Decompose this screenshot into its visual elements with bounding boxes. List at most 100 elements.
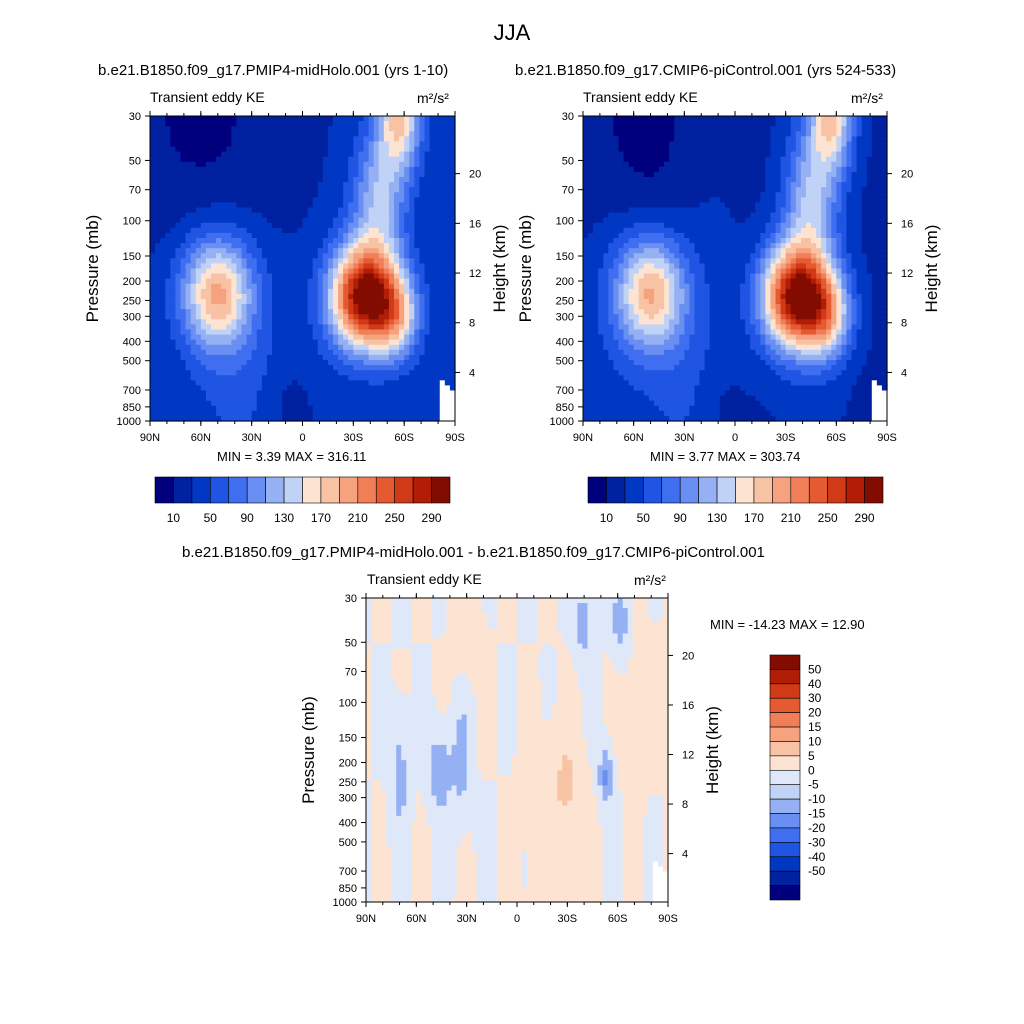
panel1-cell — [185, 288, 192, 295]
panel1-cell — [312, 410, 319, 417]
panel1-cell — [165, 238, 171, 244]
panel1-cell — [292, 380, 299, 387]
panel1-cell — [256, 177, 263, 183]
panel2-cell — [653, 202, 660, 209]
panel1-cell — [231, 385, 238, 392]
panel1-cell — [287, 349, 293, 356]
panel1-cell — [424, 370, 431, 376]
panel1-cell — [205, 385, 212, 392]
panel2-cell — [719, 187, 726, 193]
panel1-cell — [241, 136, 248, 143]
panel2-cell — [851, 116, 858, 122]
panel1-cell — [190, 141, 197, 148]
panel1-cell — [256, 202, 263, 209]
panel1-cell — [348, 268, 354, 275]
panel2-cell — [811, 166, 817, 173]
panel2-cell — [633, 202, 640, 209]
panel1-cell — [338, 156, 344, 163]
panel1-cell — [175, 339, 182, 346]
panel2-cell — [765, 116, 772, 122]
panel1-cell — [266, 405, 273, 412]
panel1-cell — [211, 151, 217, 158]
panel1-cell — [363, 217, 370, 224]
panel1-cell — [343, 324, 349, 331]
panel1-cell — [449, 238, 456, 244]
panel1-cell — [241, 141, 248, 148]
panel2-cell — [593, 217, 599, 224]
panel1-cell — [272, 329, 278, 336]
panel1-cell — [322, 151, 329, 158]
panel1-cell — [429, 192, 436, 198]
panel1-cell — [317, 405, 324, 412]
panel1-cell — [256, 304, 263, 310]
panel2-cell — [694, 197, 701, 204]
panel1-cell — [348, 238, 354, 244]
panel1-cell — [373, 258, 380, 265]
panel2-cell — [775, 197, 782, 204]
panel1-cell — [175, 268, 182, 275]
panel1-cell — [246, 207, 253, 214]
panel2-cell — [745, 136, 751, 143]
panel1-cell — [216, 187, 222, 193]
panel1-cell — [241, 360, 248, 366]
panel1-cell — [333, 248, 339, 254]
panel1-cell — [317, 278, 324, 285]
panel1-cell — [175, 156, 182, 163]
panel1-cell — [195, 405, 202, 412]
panel1-cell — [383, 222, 390, 229]
panel1-cell — [282, 141, 288, 148]
panel1-cell — [399, 278, 405, 285]
panel1-cell — [348, 202, 354, 209]
panel2-cell — [770, 187, 777, 193]
panel2-cell — [588, 187, 594, 193]
panel1-cell — [246, 121, 253, 127]
panel1-cell — [368, 293, 375, 300]
panel2-cell — [588, 146, 594, 153]
panel1-cell — [449, 339, 456, 346]
panel1-cell — [327, 131, 334, 137]
panel1-cell — [277, 344, 283, 351]
panel1-cell — [246, 116, 253, 122]
panel2-cell — [674, 126, 680, 132]
panel2-cell — [811, 116, 817, 122]
panel1-cell — [363, 253, 370, 259]
panel1-cell — [348, 339, 354, 346]
panel1-cell — [312, 304, 319, 310]
panel1-cell — [216, 131, 222, 137]
panel2-cell — [674, 141, 680, 148]
panel1-cell — [185, 161, 192, 168]
panel1-cell — [241, 354, 248, 361]
panel1-cell — [327, 151, 334, 158]
panel2-cell — [694, 146, 701, 153]
panel1-cell — [404, 187, 410, 193]
panel2-cell — [760, 177, 766, 183]
panel1-cell — [216, 238, 222, 244]
panel1-cell — [155, 354, 161, 361]
panel1-cell — [287, 268, 293, 275]
panel1-cell — [272, 293, 278, 300]
panel1-cell — [251, 278, 258, 285]
panel1-cell — [150, 263, 156, 270]
panel2-cell — [821, 217, 827, 224]
panel1-cell — [272, 146, 278, 153]
panel1-cell — [287, 182, 293, 188]
panel1-cell — [419, 293, 426, 300]
panel1-cell — [165, 207, 171, 214]
panel1-cell — [155, 344, 161, 351]
panel2-cell — [745, 192, 751, 198]
panel1-cell — [333, 187, 339, 193]
panel1-cell — [185, 207, 192, 214]
panel1-cell — [388, 243, 395, 249]
panel2-cell — [618, 212, 625, 219]
panel1-cell — [373, 415, 380, 422]
panel1-cell — [368, 314, 375, 320]
panel1-cell — [302, 258, 309, 265]
panel1-cell — [175, 288, 182, 295]
panel2-cell — [745, 177, 751, 183]
panel2-cell — [598, 141, 604, 148]
panel1-cell — [394, 380, 400, 387]
panel2-cell — [714, 121, 721, 127]
panel1-cell — [327, 299, 334, 305]
panel1-cell — [322, 400, 329, 407]
panel1-cell — [383, 121, 390, 127]
